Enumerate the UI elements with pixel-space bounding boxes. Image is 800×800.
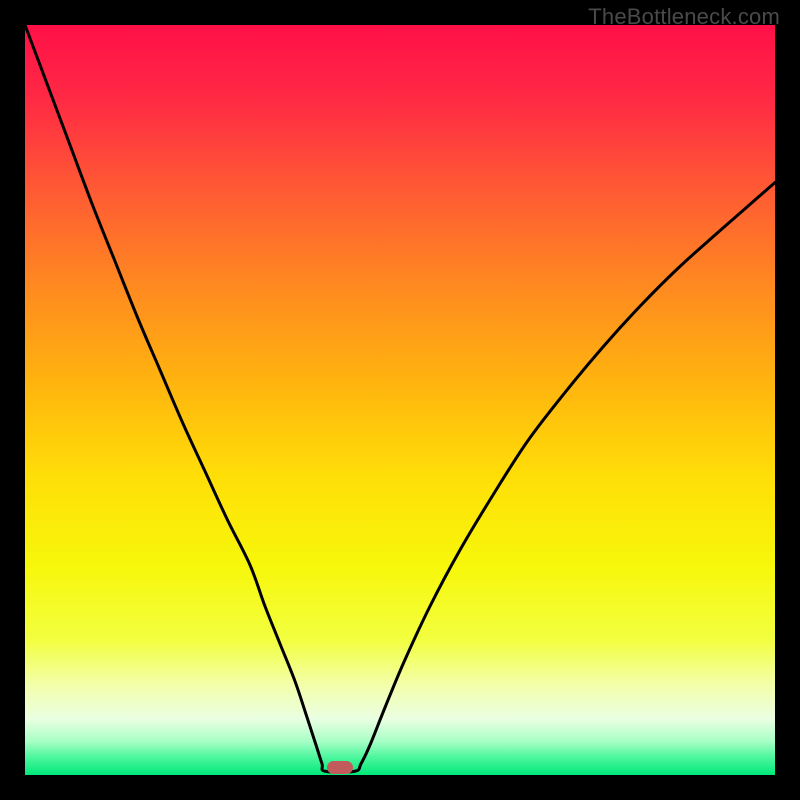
chart-frame: TheBottleneck.com: [0, 0, 800, 800]
bottleneck-curve: [25, 25, 775, 775]
optimal-point-marker: [327, 761, 353, 775]
plot-area: [25, 25, 775, 775]
